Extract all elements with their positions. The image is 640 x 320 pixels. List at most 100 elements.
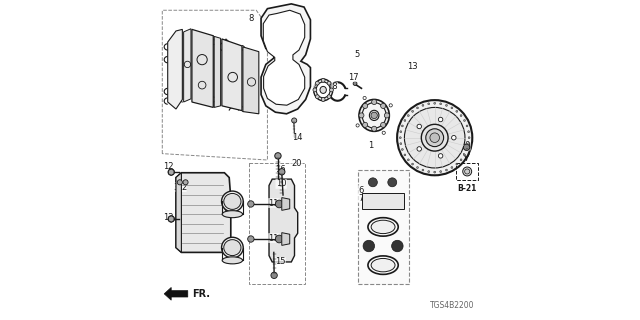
Circle shape [372, 126, 377, 131]
Circle shape [404, 154, 406, 156]
Circle shape [434, 171, 436, 173]
Circle shape [400, 143, 402, 145]
Circle shape [381, 122, 386, 127]
Circle shape [385, 113, 390, 118]
Text: 11: 11 [269, 198, 279, 207]
Circle shape [316, 81, 319, 85]
Circle shape [466, 125, 468, 127]
Circle shape [353, 82, 357, 85]
Circle shape [463, 154, 465, 156]
Text: 4: 4 [313, 82, 319, 91]
Circle shape [327, 95, 331, 99]
Ellipse shape [314, 79, 333, 101]
Ellipse shape [224, 194, 241, 209]
Polygon shape [192, 29, 213, 108]
Circle shape [468, 137, 470, 139]
Circle shape [445, 169, 447, 171]
Text: 13: 13 [407, 61, 418, 70]
Circle shape [168, 216, 174, 222]
Text: 9: 9 [228, 195, 234, 204]
Circle shape [278, 169, 285, 175]
Text: 1: 1 [368, 141, 373, 150]
Circle shape [392, 240, 403, 252]
Circle shape [440, 103, 442, 105]
Ellipse shape [320, 86, 326, 93]
Circle shape [313, 88, 317, 92]
Polygon shape [176, 173, 231, 252]
Circle shape [397, 100, 472, 175]
Text: FR.: FR. [193, 289, 211, 299]
Ellipse shape [224, 240, 241, 256]
Ellipse shape [371, 259, 395, 272]
Bar [249, 163, 305, 284]
Ellipse shape [362, 103, 386, 128]
Circle shape [400, 131, 402, 133]
Polygon shape [243, 47, 259, 114]
Polygon shape [282, 233, 290, 245]
Circle shape [321, 78, 325, 82]
Bar [358, 170, 408, 284]
Circle shape [460, 159, 462, 161]
Text: 16: 16 [275, 165, 285, 174]
Polygon shape [168, 169, 174, 175]
Circle shape [422, 169, 424, 171]
Circle shape [183, 180, 188, 185]
Circle shape [404, 120, 406, 122]
Ellipse shape [222, 211, 243, 218]
Circle shape [399, 137, 401, 139]
Text: 6: 6 [358, 186, 364, 195]
Circle shape [468, 131, 470, 133]
Text: 7: 7 [358, 194, 364, 203]
Circle shape [422, 104, 424, 106]
Circle shape [460, 115, 462, 116]
Circle shape [408, 159, 410, 161]
Circle shape [465, 169, 470, 174]
Polygon shape [269, 179, 298, 262]
Ellipse shape [369, 110, 379, 121]
Text: B-21: B-21 [458, 184, 477, 193]
Circle shape [327, 81, 331, 85]
Circle shape [275, 235, 283, 243]
Circle shape [463, 120, 465, 122]
Circle shape [271, 272, 277, 278]
Text: 11: 11 [269, 234, 279, 243]
Circle shape [445, 104, 447, 106]
Ellipse shape [222, 257, 243, 264]
Polygon shape [222, 39, 242, 111]
Circle shape [440, 171, 442, 172]
Text: 5: 5 [355, 50, 360, 59]
Text: 20: 20 [292, 159, 302, 168]
Circle shape [363, 122, 368, 127]
Circle shape [408, 115, 410, 116]
Circle shape [451, 166, 453, 168]
Polygon shape [168, 29, 182, 109]
Circle shape [468, 143, 470, 145]
Circle shape [177, 180, 182, 185]
Circle shape [316, 95, 319, 99]
Text: 17: 17 [348, 73, 359, 82]
Polygon shape [362, 194, 404, 209]
Polygon shape [184, 29, 191, 102]
Text: TGS4B2200: TGS4B2200 [430, 301, 474, 310]
Ellipse shape [359, 100, 389, 131]
Circle shape [363, 240, 374, 252]
Circle shape [417, 124, 422, 129]
Circle shape [330, 88, 333, 92]
Text: 8: 8 [249, 14, 254, 23]
Circle shape [275, 200, 283, 208]
Circle shape [438, 117, 443, 122]
Circle shape [371, 112, 378, 119]
Circle shape [417, 147, 422, 151]
Circle shape [417, 107, 419, 109]
Text: 12: 12 [163, 213, 174, 222]
Ellipse shape [371, 220, 395, 234]
Circle shape [466, 148, 468, 150]
Circle shape [248, 201, 254, 207]
Circle shape [417, 166, 419, 168]
Circle shape [438, 154, 443, 158]
Circle shape [412, 110, 413, 112]
Circle shape [369, 178, 378, 187]
Text: 15: 15 [275, 258, 285, 267]
Circle shape [463, 144, 470, 150]
Text: 2: 2 [181, 183, 186, 192]
